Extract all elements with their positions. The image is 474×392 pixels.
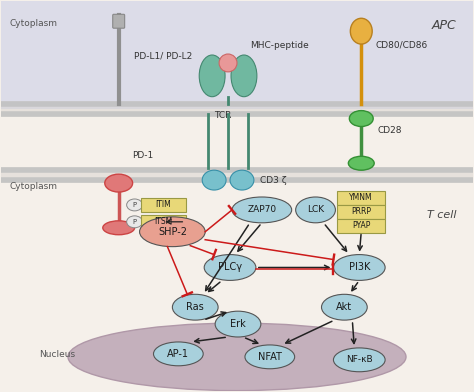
Text: Erk: Erk [230, 319, 246, 329]
FancyBboxPatch shape [141, 215, 186, 229]
Ellipse shape [230, 170, 254, 190]
Ellipse shape [154, 342, 203, 366]
FancyBboxPatch shape [113, 14, 125, 28]
Text: SHP-2: SHP-2 [158, 227, 187, 237]
Ellipse shape [350, 18, 372, 44]
Ellipse shape [219, 54, 237, 72]
Ellipse shape [127, 199, 143, 211]
Text: LCK: LCK [307, 205, 324, 214]
Text: TCR: TCR [214, 111, 231, 120]
Ellipse shape [333, 254, 385, 280]
Text: Cytoplasm: Cytoplasm [9, 182, 57, 191]
Text: PYAP: PYAP [352, 221, 371, 230]
Text: PRRP: PRRP [351, 207, 371, 216]
Ellipse shape [204, 254, 256, 280]
Ellipse shape [127, 216, 143, 228]
Bar [1, 167, 473, 183]
Text: PLCγ: PLCγ [218, 263, 242, 272]
Text: Ras: Ras [186, 302, 204, 312]
Ellipse shape [333, 348, 385, 372]
Text: ZAP70: ZAP70 [247, 205, 276, 214]
Text: CD28: CD28 [377, 126, 401, 135]
Text: Nucleus: Nucleus [39, 350, 75, 359]
Ellipse shape [202, 170, 226, 190]
Ellipse shape [231, 55, 257, 97]
Text: NF-κB: NF-κB [346, 355, 373, 364]
Ellipse shape [68, 323, 406, 390]
Ellipse shape [173, 294, 218, 320]
Text: AP-1: AP-1 [167, 349, 189, 359]
Text: PI3K: PI3K [348, 263, 370, 272]
Ellipse shape [199, 55, 225, 97]
Text: APC: APC [432, 19, 457, 32]
FancyBboxPatch shape [337, 191, 385, 205]
Text: Cytoplasm: Cytoplasm [9, 19, 57, 28]
Text: CD3 ζ: CD3 ζ [260, 176, 286, 185]
Bar [1, 2, 473, 109]
Text: MHC-peptide: MHC-peptide [250, 41, 309, 49]
Ellipse shape [296, 197, 336, 223]
Text: Akt: Akt [337, 302, 353, 312]
Bar [1, 109, 473, 390]
Text: PD-1: PD-1 [133, 151, 154, 160]
Text: ITSM: ITSM [155, 217, 173, 226]
Text: NFAT: NFAT [258, 352, 282, 362]
Ellipse shape [321, 294, 367, 320]
Text: CD80/CD86: CD80/CD86 [375, 41, 428, 49]
FancyBboxPatch shape [141, 198, 186, 212]
Ellipse shape [103, 221, 135, 235]
Text: T cell: T cell [427, 210, 457, 220]
Ellipse shape [349, 111, 373, 127]
Bar [1, 101, 473, 116]
Text: ITIM: ITIM [155, 200, 171, 209]
Text: P: P [133, 219, 137, 225]
Text: P: P [133, 202, 137, 208]
Text: PD-L1/ PD-L2: PD-L1/ PD-L2 [134, 51, 192, 60]
Ellipse shape [105, 174, 133, 192]
Ellipse shape [139, 217, 205, 247]
Text: YMNM: YMNM [349, 194, 373, 203]
Ellipse shape [215, 311, 261, 337]
Ellipse shape [348, 156, 374, 170]
Ellipse shape [232, 197, 292, 223]
Ellipse shape [245, 345, 295, 369]
FancyBboxPatch shape [337, 219, 385, 233]
FancyBboxPatch shape [337, 205, 385, 219]
